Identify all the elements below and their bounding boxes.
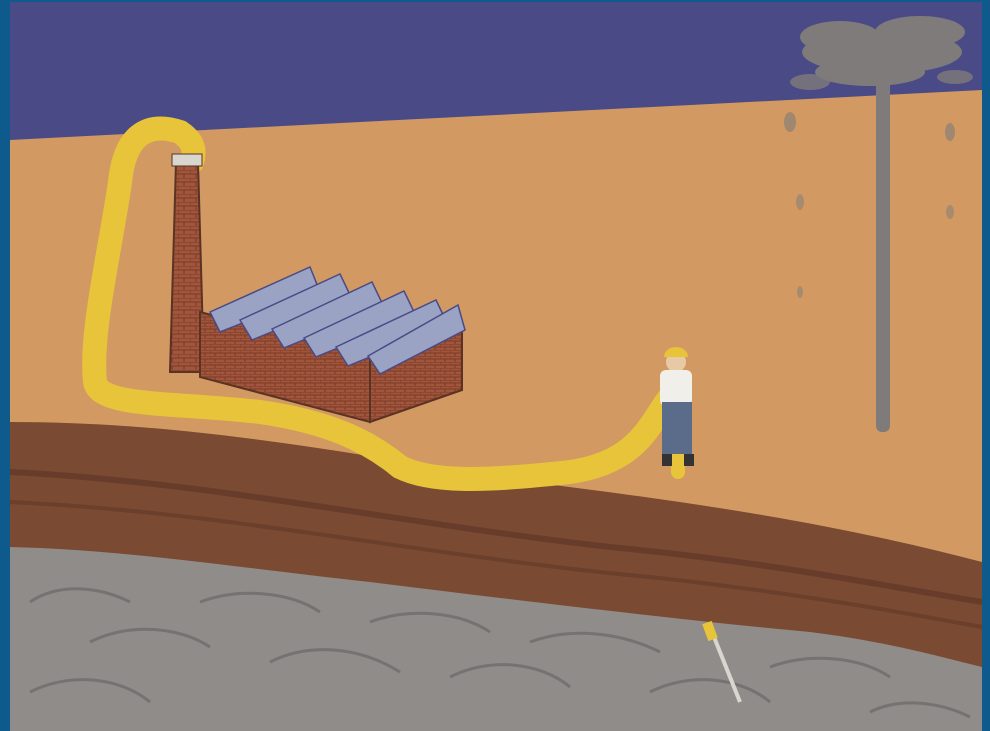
gas-plume xyxy=(784,16,973,432)
bedrock-cracks xyxy=(29,587,971,719)
illustration xyxy=(10,2,982,731)
worker xyxy=(660,347,694,466)
chimney xyxy=(168,153,206,373)
helmet xyxy=(664,347,688,357)
drill-bit xyxy=(702,620,742,703)
yellow-pipe xyxy=(82,116,682,491)
solar-panels xyxy=(208,265,466,375)
illustration-canvas xyxy=(10,2,982,731)
factory xyxy=(199,265,466,424)
